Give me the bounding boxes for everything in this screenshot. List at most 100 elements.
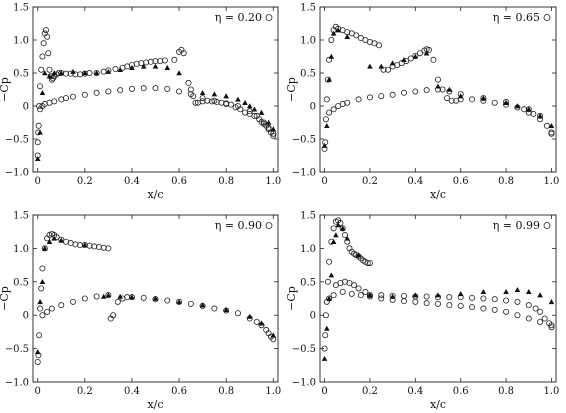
data-point-triangle	[39, 90, 46, 96]
panel-top-right: −1.0 −0.5 0 0.5 1.0 1.5 0 0.2 0.4 0.6 0.8 1.0 x/c −Cp…	[285, 3, 559, 202]
data-point-triangle	[423, 50, 430, 56]
data-point-triangle	[82, 242, 88, 248]
data-point-triangle	[82, 70, 88, 76]
data-point-triangle	[199, 302, 206, 308]
data-point-triangle	[46, 73, 53, 79]
data-point-circle	[192, 99, 199, 106]
y-axis-label: −Cp	[0, 77, 11, 102]
data-point-circle	[234, 103, 241, 110]
data-point-triangle	[321, 142, 328, 148]
data-point-circle	[480, 295, 487, 302]
legend-circle-marker	[543, 14, 551, 21]
data-point-circle	[211, 97, 218, 104]
data-point-circle	[187, 91, 194, 98]
data-point-circle	[541, 315, 548, 322]
data-point-circle	[36, 103, 43, 110]
x-tick-label: 0.4	[407, 176, 423, 187]
data-point-triangle	[389, 60, 396, 66]
data-point-circle	[330, 106, 337, 113]
data-point-triangle	[51, 235, 58, 241]
data-point-circle	[469, 294, 476, 301]
data-point-triangle	[480, 289, 487, 295]
data-point-triangle	[367, 292, 373, 298]
data-point-triangle	[333, 232, 339, 238]
plot-frame	[32, 6, 279, 173]
data-point-circle	[38, 66, 45, 73]
data-point-triangle	[412, 53, 419, 59]
data-point-circle	[366, 94, 373, 101]
data-point-circle	[525, 315, 532, 322]
x-tick-label: 0.4	[124, 386, 140, 397]
y-tick-label: −1.0	[292, 378, 316, 389]
data-point-circle	[86, 242, 93, 249]
data-point-triangle	[344, 235, 351, 241]
data-point-circle	[37, 305, 44, 312]
x-tick-label: 0.6	[171, 386, 187, 397]
panel-top-left: −1.0 −0.5 0 0.5 1.0 1.5 0 0.2 0.4 0.6 0.8 1.0 x/c −Cp…	[0, 3, 281, 202]
data-point-triangle	[93, 70, 100, 76]
data-point-circle	[344, 99, 351, 106]
data-point-circle	[434, 76, 441, 83]
data-point-triangle	[321, 355, 328, 361]
data-point-triangle	[548, 299, 555, 305]
data-point-triangle	[265, 119, 272, 125]
data-point-circle	[353, 32, 360, 39]
plot-frame	[32, 214, 279, 383]
data-point-circle	[412, 298, 419, 305]
data-point-triangle	[117, 66, 123, 72]
x-tick-label: 0.6	[453, 386, 469, 397]
x-tick-label: 1.0	[544, 176, 560, 187]
data-point-circle	[133, 60, 140, 67]
data-point-triangle	[258, 320, 265, 326]
x-tick-label: 0	[321, 386, 327, 397]
data-point-circle	[105, 88, 112, 95]
data-point-circle	[42, 27, 49, 34]
data-point-circle	[400, 89, 407, 96]
data-point-triangle	[270, 332, 277, 338]
data-point-triangle	[355, 252, 362, 258]
data-point-circle	[251, 112, 258, 119]
data-point-circle	[457, 302, 464, 309]
data-point-circle	[328, 37, 335, 44]
data-point-circle	[364, 260, 371, 267]
data-point-circle	[357, 292, 364, 299]
data-point-circle	[366, 260, 373, 267]
x-tick-label: 0.8	[498, 176, 514, 187]
series-triangle-filled	[321, 27, 555, 148]
data-point-triangle	[378, 63, 385, 69]
data-point-circle	[491, 99, 498, 106]
data-point-triangle	[435, 83, 441, 89]
data-point-circle	[110, 312, 117, 319]
data-point-circle	[140, 85, 147, 92]
data-point-circle	[448, 97, 455, 104]
series-circle-open	[321, 217, 555, 352]
y-tick-label: −1.0	[5, 168, 29, 179]
data-point-circle	[537, 318, 544, 325]
y-tick-label: 0.5	[13, 277, 29, 288]
y-axis-label: −Cp	[0, 286, 11, 311]
data-point-circle	[389, 91, 396, 98]
data-point-triangle	[324, 123, 330, 129]
data-point-circle	[378, 93, 385, 100]
data-point-circle	[548, 322, 555, 329]
data-point-circle	[324, 278, 331, 285]
data-point-triangle	[401, 57, 407, 63]
x-tick-label: 0.2	[77, 176, 93, 187]
x-axis-label: x/c	[430, 188, 446, 201]
y-tick-label: 0	[310, 102, 316, 113]
x-tick-label: 0	[321, 176, 327, 187]
x-tick-label: 1.0	[265, 176, 281, 187]
data-point-circle	[525, 302, 532, 309]
data-point-triangle	[176, 299, 182, 305]
data-point-circle	[530, 110, 537, 117]
data-point-triangle	[258, 109, 265, 115]
data-point-circle	[400, 292, 407, 299]
data-point-triangle	[514, 287, 521, 293]
data-point-circle	[93, 89, 100, 96]
data-point-triangle	[537, 292, 543, 298]
x-tick-label: 0.4	[124, 176, 140, 187]
data-point-circle	[548, 129, 555, 136]
data-point-triangle	[344, 33, 351, 39]
data-point-triangle	[480, 95, 487, 101]
plot-frame	[319, 214, 557, 383]
